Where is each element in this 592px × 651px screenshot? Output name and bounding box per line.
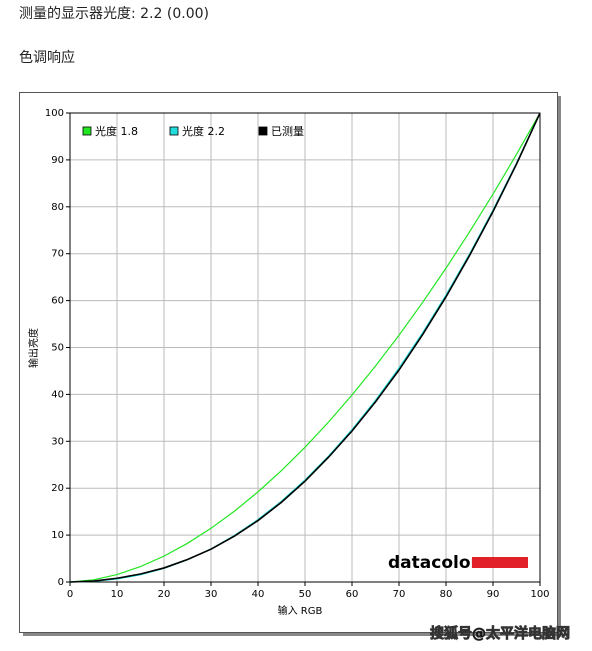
legend-swatch xyxy=(258,126,268,136)
legend-label: 光度 1.8 xyxy=(95,124,138,138)
series-line xyxy=(69,112,541,583)
y-tick-label: 10 xyxy=(51,530,64,541)
y-tick-label: 40 xyxy=(51,389,64,400)
x-tick-label: 10 xyxy=(111,589,124,600)
series-line xyxy=(69,112,541,583)
legend-swatch xyxy=(82,126,92,136)
chart-box xyxy=(19,92,558,633)
legend-label: 已测量 xyxy=(271,125,304,138)
x-tick-label: 80 xyxy=(440,589,453,600)
y-tick-label: 0 xyxy=(58,577,64,588)
x-tick-label: 60 xyxy=(346,589,359,600)
x-tick-label: 50 xyxy=(299,589,312,600)
measured-gamma: 测量的显示器光度: 2.2 (0.00) xyxy=(19,6,209,22)
x-tick-label: 30 xyxy=(205,589,218,600)
y-tick-label: 80 xyxy=(51,202,64,213)
x-tick-label: 40 xyxy=(252,589,265,600)
legend-swatch xyxy=(169,126,179,136)
x-tick-label: 90 xyxy=(487,589,500,600)
x-tick-label: 70 xyxy=(393,589,406,600)
y-tick-label: 90 xyxy=(51,155,64,166)
y-tick-label: 20 xyxy=(51,483,64,494)
legend-label: 光度 2.2 xyxy=(182,124,225,138)
x-tick-label: 100 xyxy=(530,589,549,600)
section-title: 色调响应 xyxy=(19,50,75,66)
y-axis-label: 输出亮度 xyxy=(27,328,40,368)
y-tick-label: 70 xyxy=(51,249,64,260)
y-tick-label: 100 xyxy=(45,108,64,119)
x-tick-label: 0 xyxy=(67,589,73,600)
logo: datacolor xyxy=(388,553,480,573)
watermark: 搜狐号@太平洋电脑网 xyxy=(430,625,570,642)
y-tick-label: 30 xyxy=(51,436,64,447)
logo-bar xyxy=(472,557,528,568)
y-tick-label: 60 xyxy=(51,296,64,307)
plot-frame xyxy=(69,112,541,583)
y-tick-label: 50 xyxy=(51,343,64,354)
x-tick-label: 20 xyxy=(158,589,171,600)
x-axis-label: 输入 RGB xyxy=(278,604,323,617)
